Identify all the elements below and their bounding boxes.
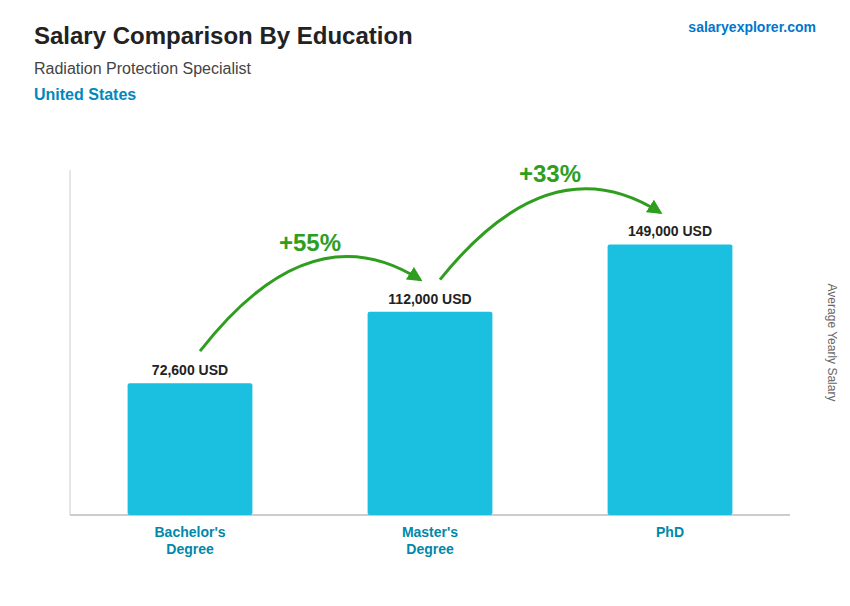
source: salaryexplorer.com [688,19,816,35]
bar [368,312,493,515]
change-arrow [440,189,660,280]
bar [608,244,733,515]
x-tick-label-line: Degree [406,541,454,557]
bars [128,244,733,515]
x-tick-label: PhD [656,524,684,540]
x-tick-label: Master'sDegree [402,524,458,557]
x-tick-label-line: Master's [402,524,458,540]
change-label: +55% [279,229,341,256]
country: United States [34,86,136,103]
x-tick-label-line: PhD [656,524,684,540]
change-arrow [200,256,420,351]
chart-svg: Salary Comparison By Education Radiation … [0,0,850,606]
x-tick-label: Bachelor'sDegree [154,524,225,557]
change-label: +33% [519,160,581,187]
x-tick-label-line: Bachelor's [154,524,225,540]
title: Salary Comparison By Education [34,22,413,49]
data-label: 72,600 USD [152,362,228,378]
data-label: 149,000 USD [628,223,712,239]
subtitle: Radiation Protection Specialist [34,60,252,77]
background [0,0,850,606]
y-axis-line [70,170,71,515]
y-axis-label: Average Yearly Salary [825,284,839,402]
x-tick-label-line: Degree [166,541,214,557]
chart-container: Salary Comparison By Education Radiation … [0,0,850,606]
bar [128,383,253,515]
data-label: 112,000 USD [388,291,471,307]
